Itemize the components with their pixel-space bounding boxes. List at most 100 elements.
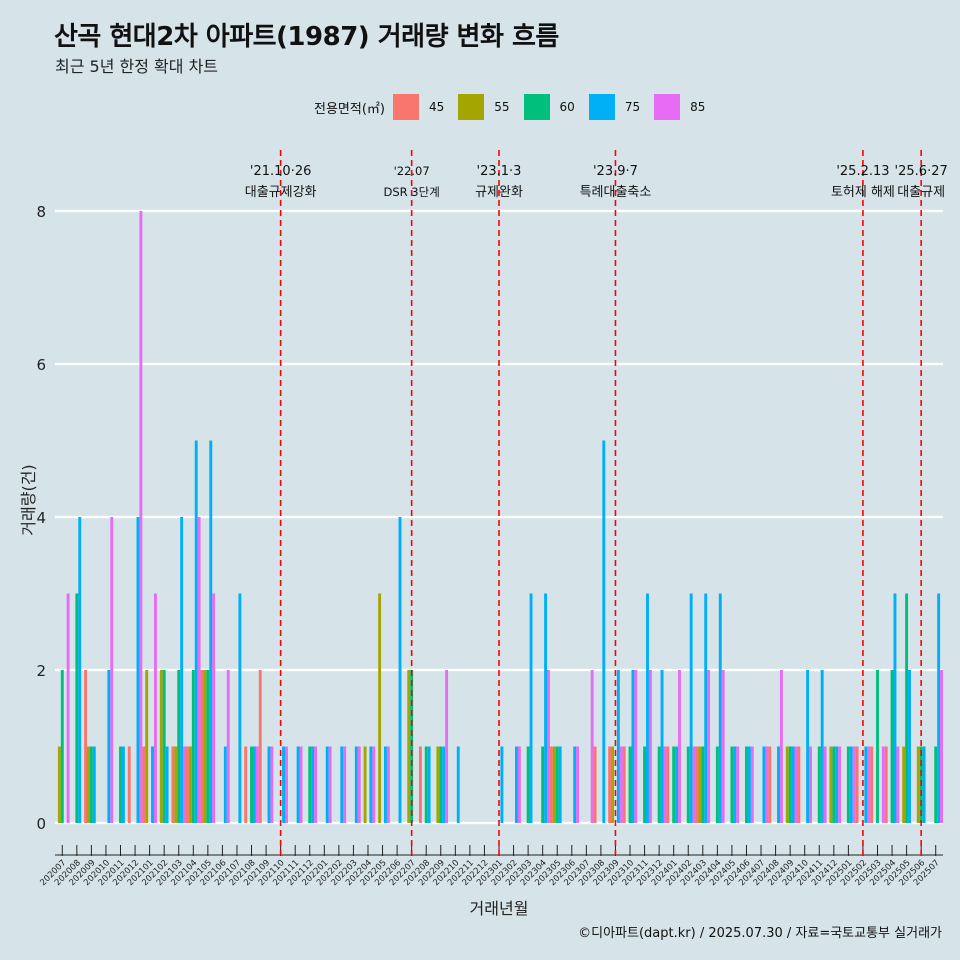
bar-75-202202	[340, 746, 344, 823]
bar-75-202411	[820, 670, 824, 823]
bar-60-202009	[89, 746, 93, 823]
bar-75-202204	[369, 746, 373, 823]
bar-75-202103	[180, 517, 184, 823]
bar-75-202504	[893, 593, 897, 823]
bar-75-202402	[689, 593, 693, 823]
event-date-label: '23.9·7	[593, 164, 638, 179]
bar-45-202105	[200, 670, 204, 823]
bar-75-202102	[165, 746, 169, 823]
bar-75-202111	[296, 746, 300, 823]
bar-75-202401	[675, 746, 679, 823]
bar-45-202109	[258, 670, 262, 823]
bar-85-202410	[809, 746, 812, 823]
bar-75-202109	[267, 746, 271, 823]
bar-75-202308	[602, 440, 606, 823]
bar-60-202208	[424, 746, 428, 823]
bar-55-202104	[188, 746, 192, 823]
bar-60-202409	[788, 746, 792, 823]
bar-85-202104	[197, 517, 201, 823]
bar-45-202503	[870, 746, 874, 823]
bar-60-202108	[250, 746, 253, 823]
y-tick-label: 2	[36, 662, 46, 680]
bar-85-202309	[619, 746, 623, 823]
legend-label: 55	[494, 100, 510, 114]
bar-85-202403	[707, 670, 711, 823]
bar-75-202304	[544, 593, 548, 823]
legend-item-85: 85	[654, 94, 705, 120]
bar-60-202008	[75, 593, 79, 823]
bar-60-202404	[715, 746, 719, 823]
bar-85-202201	[328, 746, 332, 823]
bar-75-202506	[922, 746, 926, 823]
bar-60-202207	[410, 670, 414, 823]
bar-60-202412	[832, 746, 836, 823]
bar-45-202101	[142, 746, 146, 823]
event-date-label: '21.10·26	[250, 164, 311, 179]
legend-label: 75	[624, 100, 641, 114]
bar-85-202504	[896, 746, 900, 823]
bar-85-202501	[852, 746, 856, 823]
bar-75-202107	[238, 593, 242, 823]
legend-label: 60	[559, 100, 575, 114]
bar-55-202009	[87, 746, 90, 823]
bar-85-202409	[794, 746, 798, 823]
bar-60-202405	[730, 746, 734, 823]
bar-85-202401	[678, 670, 681, 823]
bar-75-202101	[151, 746, 154, 823]
bar-55-202309	[611, 746, 615, 823]
event-date-label: '22.07	[394, 164, 430, 178]
bar-60-202312	[657, 746, 661, 823]
source-caption: ©디아파트(dapt.kr) / 2025.07.30 / 자료=국토교통부 실…	[578, 926, 942, 941]
bar-85-202203	[357, 746, 361, 823]
event-date-label: '25.6·27	[895, 164, 948, 179]
bar-45-202401	[666, 746, 670, 823]
bar-45-202502	[855, 746, 859, 823]
bar-85-202010	[110, 517, 114, 823]
y-axis-title: 거래량(건)	[19, 464, 38, 535]
bar-55-202403	[698, 746, 702, 823]
bar-60-202102	[162, 670, 166, 823]
bar-85-202111	[299, 746, 303, 823]
bar-75-202105	[209, 440, 213, 823]
bar-55-202305	[552, 746, 556, 823]
chart-title: 산곡 현대2차 아파트(1987) 거래량 변화 흐름	[54, 22, 559, 52]
bar-85-202411	[823, 746, 827, 823]
y-tick-label: 8	[36, 203, 46, 221]
bar-60-202209	[439, 746, 443, 823]
bar-55-202102	[159, 670, 163, 823]
bar-75-202409	[791, 746, 795, 823]
bar-75-202407	[762, 746, 766, 823]
bar-60-202501	[846, 746, 850, 823]
bar-75-202501	[849, 746, 853, 823]
bar-85-202209	[445, 670, 449, 823]
bar-75-202104	[194, 440, 198, 823]
bar-60-202406	[745, 746, 748, 823]
legend-swatch	[654, 94, 681, 120]
event-label: 규제완화	[475, 185, 523, 200]
bar-45-202308	[593, 746, 597, 823]
bar-75-202203	[354, 746, 358, 823]
bar-75-202403	[704, 593, 708, 823]
bar-60-202505	[905, 593, 909, 823]
legend-item-75: 75	[588, 94, 641, 120]
bar-75-202410	[806, 670, 810, 823]
event-date-label: '23.1·3	[477, 164, 522, 179]
bar-85-202507	[940, 670, 943, 823]
bar-45-202103	[171, 746, 175, 823]
y-tick-label: 4	[36, 509, 46, 527]
legend-swatch	[458, 94, 485, 120]
event-label: 토허제 해제	[831, 185, 895, 200]
bar-55-202105	[203, 670, 207, 823]
legend-item-45: 45	[392, 94, 444, 120]
bar-75-202301	[500, 746, 504, 823]
bar-60-202007	[60, 670, 64, 823]
bar-60-202112	[308, 746, 312, 823]
bar-60-202507	[934, 746, 938, 823]
bar-75-202112	[311, 746, 315, 823]
bar-45-202012	[127, 746, 131, 823]
legend-title: 전용면적(㎡)	[314, 101, 385, 117]
bar-85-202106	[226, 670, 230, 823]
bar-55-202204	[363, 746, 367, 823]
bar-45-202305	[549, 746, 553, 823]
bar-75-202209	[442, 746, 446, 823]
